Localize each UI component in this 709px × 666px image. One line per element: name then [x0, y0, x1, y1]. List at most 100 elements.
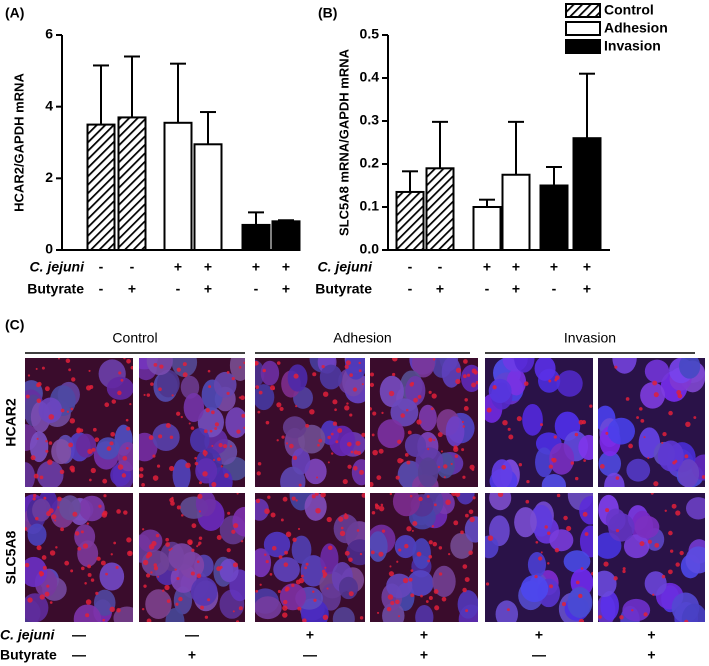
stain-dot: [304, 566, 308, 570]
stain-dot: [47, 459, 53, 465]
stain-dot: [455, 378, 461, 385]
nucleus: [514, 507, 537, 538]
nucleus: [195, 458, 218, 484]
stain-dot: [639, 541, 645, 547]
stain-dot: [380, 503, 384, 507]
stain-dot: [389, 565, 392, 568]
stain-dot: [432, 358, 436, 361]
condition-label: Butyrate: [0, 647, 57, 663]
stain-dot: [386, 606, 392, 612]
nucleus: [563, 550, 591, 573]
stain-dot: [392, 358, 398, 362]
nucleus: [556, 370, 583, 397]
nucleus: [332, 606, 355, 622]
stain-dot: [518, 463, 522, 467]
stain-dot: [463, 406, 469, 411]
stain-dot: [361, 383, 364, 386]
nucleus: [598, 570, 617, 597]
nucleus: [390, 398, 419, 427]
stain-dot: [508, 434, 514, 440]
stain-dot: [180, 415, 183, 419]
stain-dot: [150, 382, 154, 386]
stain-dot: [462, 374, 467, 379]
stain-dot: [282, 605, 288, 611]
stain-dot: [231, 376, 235, 381]
stain-dot: [226, 370, 230, 374]
nucleus: [304, 493, 327, 521]
stain-dot: [182, 362, 187, 367]
stain-dot: [282, 496, 288, 502]
stain-dot: [264, 553, 267, 556]
stain-dot: [430, 407, 434, 411]
stain-dot: [157, 575, 160, 578]
stain-dot: [57, 496, 62, 502]
micrograph: [370, 358, 478, 487]
row-label: SLC5A8: [3, 530, 19, 584]
stain-dot: [668, 569, 673, 575]
stain-dot: [209, 429, 213, 433]
nucleus: [488, 378, 512, 403]
stain-dot: [462, 587, 467, 593]
stain-dot: [344, 364, 349, 369]
micrograph: [598, 358, 705, 487]
nucleus: [145, 589, 172, 620]
stain-dot: [143, 393, 146, 397]
stain-dot: [320, 493, 326, 498]
stain-dot: [57, 358, 60, 360]
nucleus: [291, 535, 312, 564]
stain-dot: [45, 449, 49, 453]
stain-dot: [292, 537, 297, 542]
stain-dot: [70, 569, 74, 573]
nucleus: [685, 546, 705, 574]
stain-dot: [553, 435, 557, 439]
stain-dot: [359, 616, 364, 620]
stain-dot: [358, 369, 362, 373]
stain-dot: [142, 559, 149, 566]
stain-dot: [170, 501, 175, 506]
stain-dot: [87, 564, 91, 569]
stain-dot: [416, 419, 422, 425]
stain-dot: [95, 591, 99, 596]
y-tick-label: 0: [45, 241, 53, 257]
stain-dot: [49, 550, 56, 556]
condition-sign: +: [420, 647, 428, 663]
stain-dot: [44, 386, 50, 392]
stain-dot: [103, 494, 107, 498]
stain-dot: [356, 529, 360, 532]
nucleus: [377, 419, 405, 449]
stain-dot: [77, 546, 82, 551]
stain-dot: [453, 446, 459, 453]
stain-dot: [276, 402, 282, 408]
stain-dot: [371, 433, 375, 437]
stain-dot: [438, 546, 443, 550]
stain-dot: [540, 423, 544, 427]
stain-dot: [671, 503, 677, 509]
stain-dot: [71, 377, 76, 382]
nucleus: [485, 535, 499, 559]
stain-dot: [501, 465, 506, 470]
stain-dot: [68, 368, 72, 372]
stain-dot: [551, 457, 557, 463]
stain-dot: [339, 530, 346, 537]
condition-sign: +: [535, 627, 543, 643]
stain-dot: [327, 545, 333, 551]
stain-dot: [269, 573, 273, 576]
stain-dot: [556, 493, 561, 498]
stain-dot: [547, 531, 551, 535]
stain-dot: [291, 496, 296, 501]
stain-dot: [178, 596, 183, 602]
nucleus: [51, 438, 72, 465]
stain-dot: [469, 464, 475, 470]
stain-dot: [216, 535, 222, 540]
stain-dot: [123, 510, 128, 515]
legend-swatch: [565, 21, 601, 36]
bar: [271, 220, 301, 251]
stain-dot: [344, 550, 350, 556]
stain-dot: [653, 481, 659, 487]
stain-dot: [33, 473, 39, 479]
stain-dot: [408, 577, 413, 582]
stain-dot: [241, 413, 245, 418]
stain-dot: [204, 615, 209, 619]
stain-dot: [233, 523, 239, 529]
stain-dot: [196, 573, 202, 579]
